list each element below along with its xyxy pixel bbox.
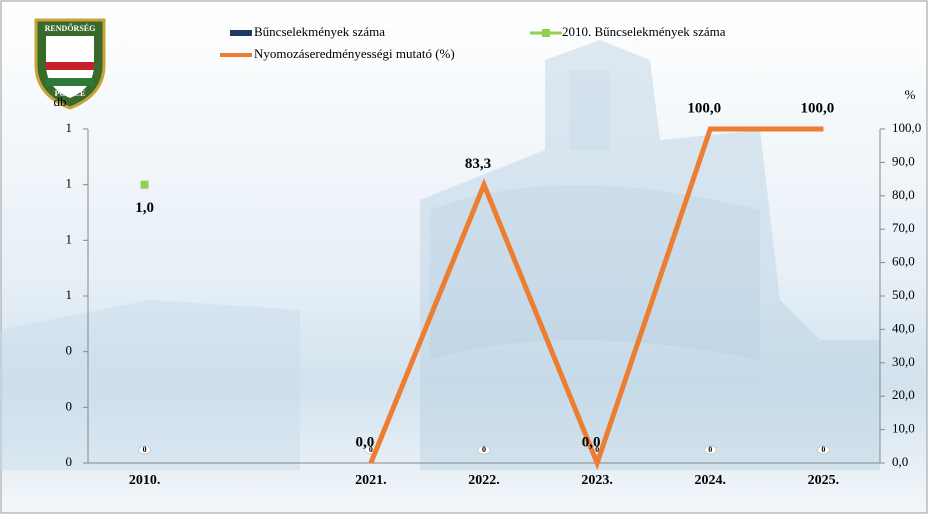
chart: RENDŐRSÉG POLICE db % 00011110,010,020,0…	[0, 0, 928, 514]
y-tick-label: 0	[66, 343, 73, 358]
value-label: 0,0	[582, 434, 601, 450]
y2-tick-label: 60,0	[892, 254, 915, 269]
x-tick-label: 2025.	[808, 473, 840, 488]
value-label: 100,0	[687, 100, 721, 116]
y2-tick-label: 50,0	[892, 287, 915, 302]
value-label: 0	[708, 445, 712, 454]
y2-unit: %	[905, 87, 916, 102]
y-unit: db	[54, 94, 67, 109]
y2-tick-label: 80,0	[892, 187, 915, 202]
y-tick-label: 1	[66, 176, 73, 191]
value-label: 0	[143, 445, 147, 454]
x-tick-label: 2024.	[695, 473, 727, 488]
y-tick-label: 1	[66, 120, 73, 135]
y2-tick-label: 70,0	[892, 220, 915, 235]
legend-swatch	[542, 29, 550, 37]
y2-tick-label: 0,0	[892, 454, 908, 469]
y-tick-label: 0	[66, 398, 73, 413]
y-tick-label: 1	[66, 231, 73, 246]
legend-label: Nyomozáseredményességi mutató (%)	[254, 46, 455, 61]
y-tick-label: 1	[66, 287, 73, 302]
y2-tick-label: 100,0	[892, 120, 921, 135]
x-tick-label: 2022.	[468, 473, 500, 488]
logo: RENDŐRSÉG POLICE	[36, 20, 104, 108]
x-tick-label: 2010.	[129, 473, 161, 488]
logo-top: RENDŐRSÉG	[45, 23, 96, 33]
marker	[141, 181, 149, 189]
value-label: 83,3	[465, 156, 491, 172]
x-tick-label: 2021.	[355, 473, 387, 488]
y2-tick-label: 40,0	[892, 320, 915, 335]
value-label: 0,0	[355, 434, 374, 450]
y2-tick-label: 30,0	[892, 354, 915, 369]
legend-label: 2010. Bűncselekmények száma	[562, 24, 726, 39]
y2-tick-label: 10,0	[892, 421, 915, 436]
value-label: 0	[821, 445, 825, 454]
legend-swatch	[230, 30, 252, 36]
legend-label: Bűncselekmények száma	[254, 24, 385, 39]
y-tick-label: 0	[66, 454, 73, 469]
value-label: 0	[482, 445, 486, 454]
y2-tick-label: 90,0	[892, 153, 915, 168]
y2-tick-label: 20,0	[892, 387, 915, 402]
value-label: 100,0	[801, 100, 835, 116]
x-tick-label: 2023.	[581, 473, 613, 488]
value-label: 1,0	[135, 200, 154, 216]
